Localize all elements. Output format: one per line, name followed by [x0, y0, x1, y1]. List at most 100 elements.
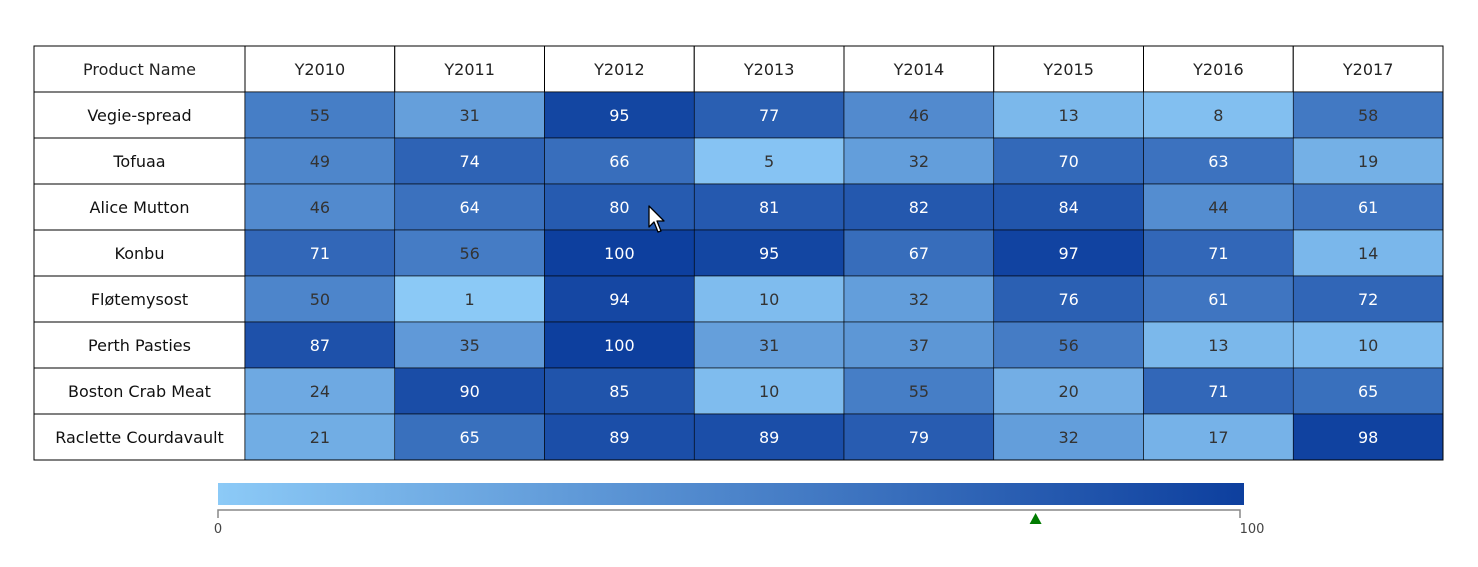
heatmap-cell-value: 61	[1208, 290, 1228, 309]
heatmap-cell-value: 95	[759, 244, 779, 263]
heatmap-cell[interactable]	[1292, 137, 1444, 185]
row-header-label: Raclette Courdavault	[55, 428, 224, 447]
heatmap-cell[interactable]	[1143, 367, 1294, 415]
legend-axis	[217, 509, 1241, 518]
heatmap-cell[interactable]	[1292, 91, 1444, 139]
column-header-cell	[1143, 45, 1294, 93]
row-header-label: Fløtemysost	[91, 290, 188, 309]
heatmap-cell-value: 81	[759, 198, 779, 217]
heatmap-cell[interactable]	[544, 137, 695, 185]
heatmap-cell[interactable]	[1292, 183, 1444, 231]
heatmap-cell[interactable]	[394, 229, 545, 277]
heatmap-cell[interactable]	[394, 275, 545, 323]
heatmap-cell[interactable]	[843, 91, 995, 139]
heatmap-cell[interactable]	[544, 275, 695, 323]
heatmap-cell-value: 95	[609, 106, 629, 125]
heatmap-cell[interactable]	[993, 91, 1144, 139]
heatmap-cell-value: 94	[609, 290, 629, 309]
heatmap-cell-value: 32	[909, 152, 929, 171]
heatmap-cell[interactable]	[1143, 91, 1294, 139]
heatmap-cell[interactable]	[244, 275, 396, 323]
heatmap-cell-value: 61	[1358, 198, 1378, 217]
heatmap-cell[interactable]	[244, 137, 396, 185]
heatmap-cell[interactable]	[244, 183, 396, 231]
heatmap-cell-value: 58	[1358, 106, 1378, 125]
heatmap-cell-value: 1	[465, 290, 475, 309]
column-header-label: Y2010	[294, 60, 346, 79]
legend-max-label: 100	[1240, 522, 1265, 537]
row-header-label: Tofuaa	[112, 152, 165, 171]
heatmap-cell[interactable]	[394, 91, 545, 139]
heatmap-cell[interactable]	[1143, 275, 1294, 323]
heatmap-cell[interactable]	[1292, 367, 1444, 415]
heatmap-cell[interactable]	[993, 137, 1144, 185]
heatmap-cell-value: 35	[459, 336, 479, 355]
column-header-label: Y2012	[593, 60, 645, 79]
heatmap-cell[interactable]	[244, 229, 396, 277]
heatmap-cell[interactable]	[544, 183, 695, 231]
heatmap-cell[interactable]	[993, 321, 1144, 369]
heatmap-cell-value: 97	[1058, 244, 1078, 263]
heatmap-cell[interactable]	[394, 137, 545, 185]
heatmap-cell-value: 8	[1213, 106, 1223, 125]
heatmap-cell-value: 20	[1058, 382, 1078, 401]
heatmap-cell-value: 10	[759, 382, 779, 401]
heatmap-cell-value: 5	[764, 152, 774, 171]
heatmap-cell-value: 67	[909, 244, 929, 263]
heatmap-cell-value: 44	[1208, 198, 1228, 217]
row-header-label: Vegie-spread	[87, 106, 191, 125]
heatmap-cell[interactable]	[693, 367, 845, 415]
heatmap-cell[interactable]	[993, 413, 1144, 461]
row-header-cell	[33, 229, 246, 277]
heatmap-cell[interactable]	[693, 413, 845, 461]
heatmap-cell[interactable]	[843, 275, 995, 323]
legend-pointer-icon	[1029, 513, 1042, 524]
column-header-label: Y2015	[1042, 60, 1094, 79]
heatmap-cell[interactable]	[1292, 413, 1444, 461]
heatmap-cell[interactable]	[544, 367, 695, 415]
heatmap-cell[interactable]	[394, 321, 545, 369]
column-header-cell	[843, 45, 995, 93]
heatmap-cell[interactable]	[544, 229, 695, 277]
heatmap-cell-value: 24	[310, 382, 330, 401]
row-header-cell	[33, 183, 246, 231]
heatmap-cell-value: 64	[459, 198, 479, 217]
heatmap-cell[interactable]	[244, 321, 396, 369]
heatmap-cell-value: 85	[609, 382, 629, 401]
heatmap-cell[interactable]	[544, 91, 695, 139]
heatmap-cell-value: 56	[1058, 336, 1078, 355]
heatmap-cell[interactable]	[544, 413, 695, 461]
heatmap-cell[interactable]	[693, 275, 845, 323]
heatmap-cell-value: 19	[1358, 152, 1378, 171]
heatmap-cell-value: 90	[459, 382, 479, 401]
heatmap-cell[interactable]	[1143, 321, 1294, 369]
heatmap-cell[interactable]	[693, 137, 845, 185]
heatmap-cell-value: 70	[1058, 152, 1078, 171]
heatmap-cell-value: 98	[1358, 428, 1378, 447]
heatmap-cell[interactable]	[843, 413, 995, 461]
heatmap-cell-value: 84	[1058, 198, 1078, 217]
legend-gradient-bar	[218, 483, 1244, 505]
heatmap-cell-value: 72	[1358, 290, 1378, 309]
heatmap-cell-value: 82	[909, 198, 929, 217]
heatmap-cell[interactable]	[993, 229, 1144, 277]
heatmap-cell-value: 56	[459, 244, 479, 263]
heatmap-cell[interactable]	[394, 367, 545, 415]
heatmap-cell[interactable]	[1143, 183, 1294, 231]
heatmap-cell-value: 17	[1208, 428, 1228, 447]
heatmap-cell[interactable]	[394, 413, 545, 461]
heatmap-cell[interactable]	[843, 367, 995, 415]
column-header-label: Y2014	[893, 60, 945, 79]
column-header-cell	[544, 45, 695, 93]
heatmap-cell[interactable]	[693, 91, 845, 139]
heatmap-cell[interactable]	[993, 367, 1144, 415]
row-header-cell	[33, 91, 246, 139]
heatmap-cell[interactable]	[1292, 229, 1444, 277]
heatmap-cell-value: 55	[310, 106, 330, 125]
heatmap-cell[interactable]	[693, 321, 845, 369]
heatmap-cell[interactable]	[843, 229, 995, 277]
heatmap-cell[interactable]	[244, 413, 396, 461]
heatmap-cell[interactable]	[1292, 275, 1444, 323]
heatmap-cell-value: 74	[459, 152, 479, 171]
heatmap-cell-value: 50	[310, 290, 330, 309]
